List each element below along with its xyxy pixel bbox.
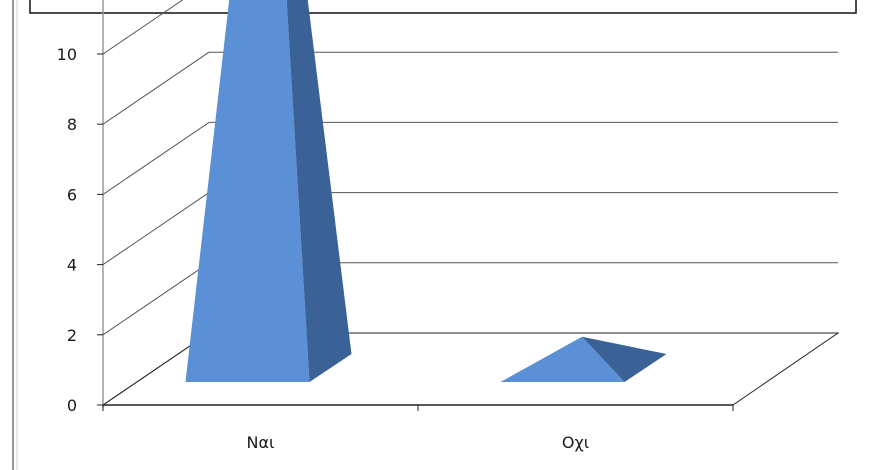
pyramid-bars — [185, 0, 667, 382]
pyramid-front-face — [185, 0, 310, 382]
y-axis-ticks: 02468101214161820 — [57, 45, 103, 415]
x-axis-labels: Ναι Οχι — [247, 433, 590, 452]
y-tick-label: 10 — [57, 45, 77, 64]
gridline-diagonal — [102, 51, 210, 125]
x-category-label: Ναι — [247, 433, 275, 452]
pyramid-bar-2 — [500, 336, 667, 382]
y-tick-label: 0 — [67, 396, 77, 415]
pyramid-bar-1 — [185, 0, 352, 382]
y-tick-label: 8 — [67, 115, 77, 134]
pyramid-side-face — [286, 0, 352, 382]
pyramid-front-face — [500, 336, 625, 382]
gridline-diagonal — [102, 262, 210, 336]
pyramid-side-face — [581, 336, 667, 382]
gridline-diagonal — [102, 121, 210, 195]
y-tick-label: 6 — [67, 185, 77, 204]
gridline-diagonal — [102, 0, 184, 55]
chart-floor — [101, 332, 840, 411]
y-tick-label: 4 — [67, 256, 77, 275]
gridline-diagonal — [102, 192, 210, 266]
y-tick-label: 2 — [67, 326, 77, 345]
x-category-label: Οχι — [562, 433, 589, 452]
chart-title-frame — [29, 0, 857, 14]
